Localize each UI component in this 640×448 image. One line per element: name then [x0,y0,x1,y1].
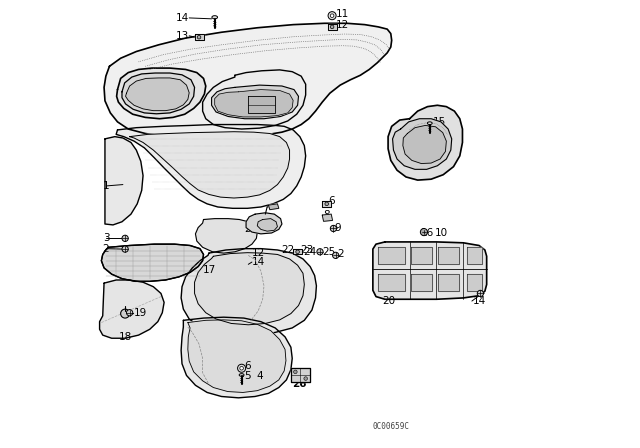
Text: 6: 6 [244,362,250,371]
Ellipse shape [239,374,244,376]
Ellipse shape [122,235,128,241]
Text: 17: 17 [203,265,216,275]
Polygon shape [269,204,279,210]
Text: 1: 1 [103,181,109,191]
Ellipse shape [240,366,243,370]
Polygon shape [212,85,298,119]
Ellipse shape [477,290,484,297]
Text: 12: 12 [252,248,265,258]
Polygon shape [125,78,189,111]
Ellipse shape [420,228,428,236]
Ellipse shape [294,370,297,374]
Ellipse shape [127,310,132,316]
Polygon shape [246,213,282,234]
Polygon shape [323,201,332,207]
Polygon shape [438,247,460,264]
Ellipse shape [330,14,334,17]
Polygon shape [100,280,164,338]
Polygon shape [403,125,446,164]
Ellipse shape [212,16,218,19]
Ellipse shape [325,202,328,206]
Text: 24: 24 [303,247,316,257]
Polygon shape [195,219,257,253]
Polygon shape [412,247,433,264]
Text: 21: 21 [244,224,257,234]
Ellipse shape [428,122,432,125]
Text: 6: 6 [328,196,335,206]
Polygon shape [438,274,460,291]
Polygon shape [215,90,293,117]
Ellipse shape [304,377,307,380]
Text: 20: 20 [383,296,396,306]
Polygon shape [203,70,306,129]
Text: 19: 19 [134,308,147,318]
Polygon shape [181,249,316,335]
Polygon shape [388,105,463,180]
Ellipse shape [330,225,337,232]
Text: 14: 14 [175,13,189,23]
Polygon shape [257,219,278,231]
Ellipse shape [333,252,339,258]
Text: 25: 25 [322,247,335,257]
Polygon shape [122,73,195,114]
Text: 14: 14 [252,257,265,267]
Polygon shape [392,119,452,169]
Polygon shape [248,96,275,113]
Polygon shape [181,317,292,398]
Text: 16: 16 [420,228,434,238]
Text: 2: 2 [337,250,344,259]
Polygon shape [105,137,143,225]
Ellipse shape [317,249,323,255]
Polygon shape [104,23,392,138]
Polygon shape [328,24,337,30]
Text: 15: 15 [433,117,446,127]
Text: 0C00659C: 0C00659C [373,422,410,431]
Text: 11: 11 [336,9,349,19]
Text: 18: 18 [118,332,132,342]
Polygon shape [101,244,204,281]
Polygon shape [293,249,302,254]
Polygon shape [195,253,305,325]
Polygon shape [323,214,333,221]
Polygon shape [378,247,404,264]
Polygon shape [467,274,482,291]
Text: 7: 7 [251,215,257,224]
Ellipse shape [197,35,201,39]
Ellipse shape [296,250,300,254]
Text: 3: 3 [103,233,109,243]
Polygon shape [291,368,310,382]
Text: 23: 23 [300,245,313,255]
Polygon shape [378,274,404,291]
Text: 10: 10 [435,228,448,238]
Text: 8: 8 [324,210,330,220]
Polygon shape [116,125,306,208]
Polygon shape [195,34,204,40]
Text: 14: 14 [472,296,486,306]
Text: 4: 4 [257,371,263,381]
Text: 26: 26 [292,379,307,389]
Ellipse shape [122,246,128,252]
Polygon shape [467,247,482,264]
Polygon shape [130,132,289,198]
Text: 13: 13 [175,31,189,41]
Ellipse shape [121,309,130,318]
Ellipse shape [237,364,246,372]
Text: 9: 9 [335,224,341,233]
Ellipse shape [328,12,336,20]
Polygon shape [373,242,486,299]
Text: 12: 12 [336,20,349,30]
Text: 2: 2 [103,244,109,254]
Ellipse shape [330,25,334,29]
Polygon shape [188,320,286,392]
Text: 22: 22 [281,245,294,255]
Polygon shape [412,274,433,291]
Polygon shape [116,68,206,119]
Text: 5: 5 [244,371,250,381]
